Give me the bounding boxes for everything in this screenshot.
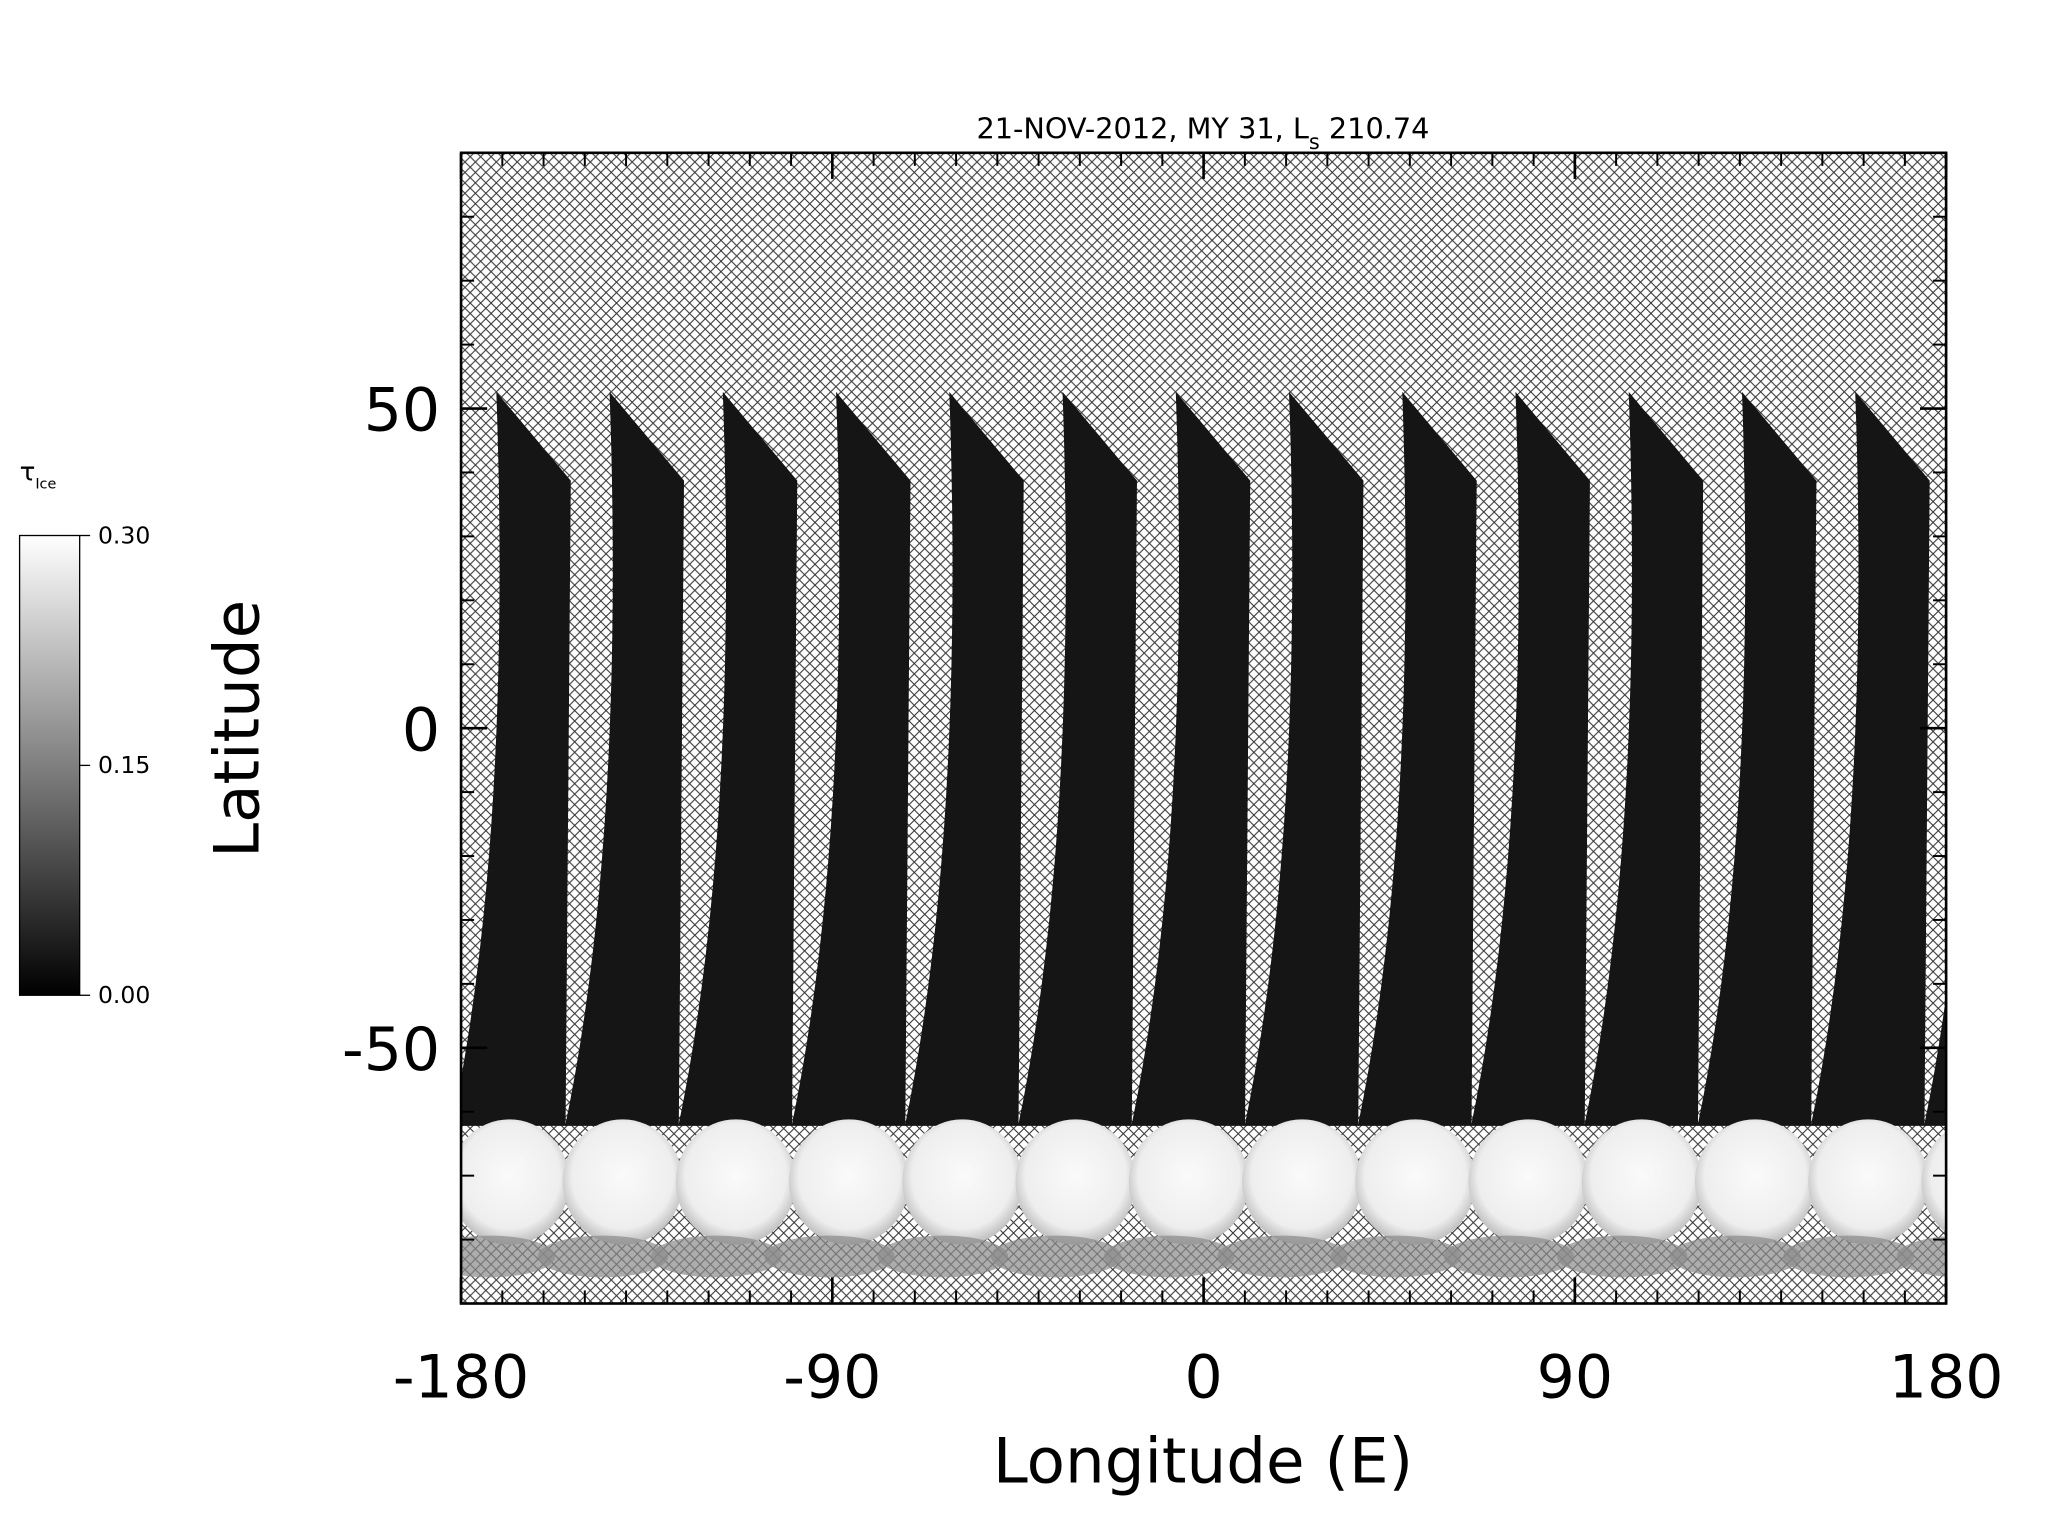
colorbar (18, 534, 81, 996)
colorbar-label: τIce (20, 458, 57, 493)
swath (1244, 391, 1364, 1126)
polar-cloud-edge (764, 1235, 895, 1278)
swath (1471, 391, 1590, 1126)
x-tick-label: -90 (783, 1343, 881, 1413)
polar-cloud (1694, 1119, 1816, 1245)
polar-cloud (675, 1119, 796, 1245)
x-tick-label: 90 (1537, 1343, 1613, 1413)
polar-cloud-edge (537, 1235, 669, 1278)
colorbar-label-symbol: τ (20, 458, 36, 488)
polar-cloud (461, 1119, 570, 1245)
polar-cloud (1128, 1119, 1249, 1245)
swath (904, 391, 1024, 1126)
swath (1131, 391, 1251, 1126)
colorbar-tick-label: 0.30 (98, 521, 150, 549)
polar-cloud-edge (1783, 1235, 1914, 1278)
swath (1357, 391, 1477, 1126)
polar-cloud (902, 1119, 1023, 1245)
polar-cloud-edge (461, 1235, 556, 1278)
y-axis-label: Latitude (201, 600, 274, 858)
polar-cloud-edge (650, 1235, 782, 1278)
polar-cloud (789, 1119, 910, 1245)
y-tick-label: 0 (402, 695, 440, 765)
chart-title: 21-NOV-2012, MY 31, Ls 210.74 (976, 111, 1429, 153)
polar-cloud (336, 1119, 456, 1244)
swath (1018, 391, 1137, 1126)
polar-cloud-edge (311, 1236, 442, 1278)
swath (1697, 391, 1817, 1126)
polar-cloud-edge (1330, 1235, 1462, 1278)
swath (791, 391, 911, 1126)
polar-cloud (1921, 1131, 1947, 1233)
polar-cloud-edge (1896, 1236, 1947, 1277)
polar-cloud-edge (877, 1235, 1009, 1278)
swath (461, 391, 571, 1126)
swath (678, 391, 798, 1126)
polar-cloud (1808, 1119, 1929, 1245)
polar-cloud (1468, 1119, 1589, 1245)
colorbar-tick-label: 0.15 (98, 751, 150, 779)
colorbar-label-subscript: Ice (35, 476, 56, 492)
polar-cloud-edge (1443, 1235, 1575, 1278)
swath (1810, 391, 1930, 1126)
title-subscript: s (1309, 130, 1320, 154)
polar-cloud (1581, 1119, 1702, 1245)
polar-cloud (1355, 1119, 1476, 1245)
y-tick-label: 50 (364, 376, 440, 446)
swaths (311, 391, 1947, 1278)
title-text-end: 210.74 (1320, 111, 1430, 145)
colorbar-tick-label: 0.00 (98, 981, 150, 1009)
x-tick-label: 180 (1889, 1343, 2004, 1413)
polar-cloud-edge (1556, 1235, 1688, 1278)
title-text: 21-NOV-2012, MY 31, L (976, 111, 1308, 145)
polar-cloud-edge (1103, 1235, 1235, 1278)
swath (1924, 995, 1947, 1126)
swath (565, 391, 685, 1126)
polar-cloud (1015, 1119, 1136, 1245)
swath (1584, 391, 1704, 1126)
y-tick-label: -50 (342, 1015, 440, 1085)
x-tick-label: 0 (1184, 1343, 1222, 1413)
polar-cloud-edge (1670, 1235, 1801, 1278)
x-axis-label: Longitude (E) (993, 1424, 1413, 1497)
polar-cloud-edge (1217, 1235, 1348, 1278)
polar-cloud (562, 1119, 683, 1245)
x-tick-label: -180 (393, 1343, 529, 1413)
polar-cloud-edge (990, 1235, 1122, 1278)
polar-cloud (1241, 1119, 1363, 1245)
